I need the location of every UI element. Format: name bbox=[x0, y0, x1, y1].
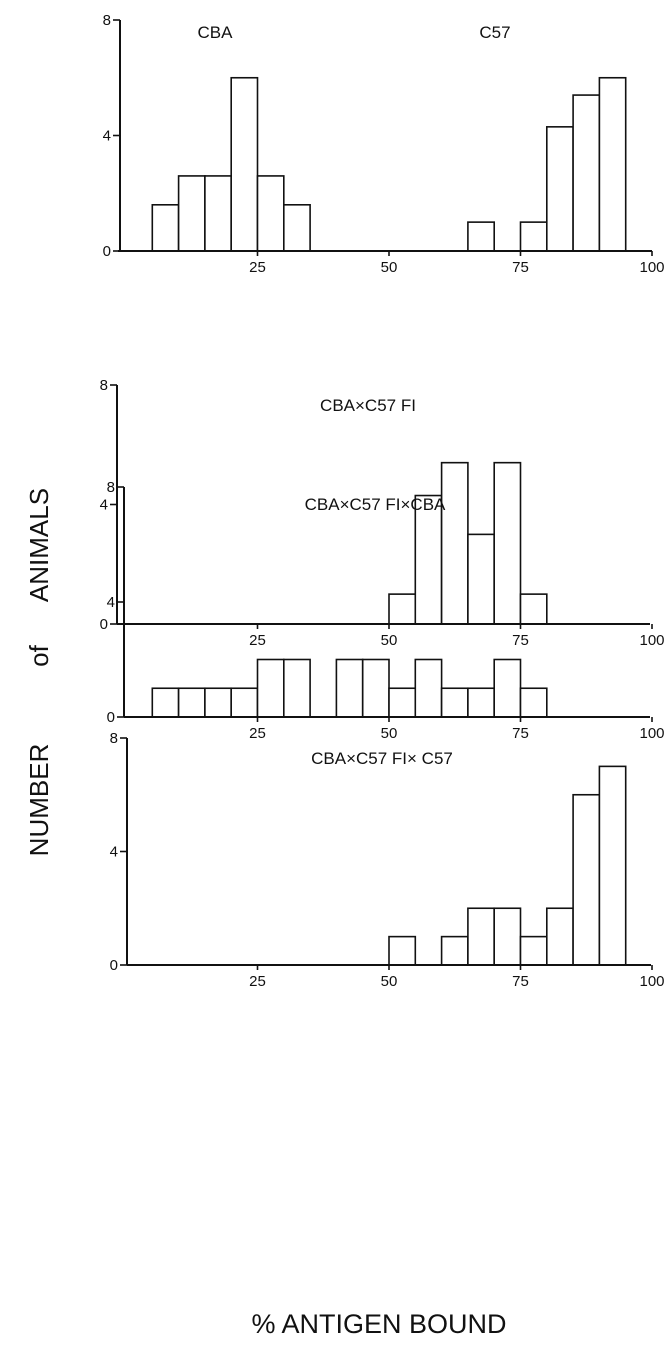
x-tick-label: 100 bbox=[639, 725, 664, 742]
y-tick-label: 4 bbox=[107, 594, 115, 611]
y-axis-label-of: of bbox=[24, 644, 54, 666]
x-tick-label: 75 bbox=[512, 973, 529, 990]
y-axis-label-animals: ANIMALS bbox=[24, 488, 54, 602]
histogram-bar bbox=[151, 687, 180, 718]
histogram-bar bbox=[519, 221, 548, 252]
x-tick-label: 50 bbox=[381, 725, 398, 742]
histogram-bar bbox=[335, 658, 364, 718]
panel-label: CBA bbox=[198, 23, 234, 42]
histogram-bar bbox=[467, 687, 495, 718]
y-tick-label: 0 bbox=[107, 709, 115, 726]
x-tick-label: 50 bbox=[381, 973, 398, 990]
panel-label: CBA×C57 FI bbox=[320, 396, 416, 415]
y-tick-label: 8 bbox=[107, 479, 115, 496]
panel-label: CBA×C57 FI×CBA bbox=[305, 495, 446, 514]
histogram-bar bbox=[388, 593, 417, 625]
histogram-bar bbox=[256, 175, 285, 252]
histogram-bar bbox=[493, 658, 522, 718]
x-tick-label: 75 bbox=[512, 632, 529, 649]
x-axis-label: % ANTIGEN BOUND bbox=[251, 1309, 506, 1339]
x-tick-label: 25 bbox=[249, 973, 266, 990]
histogram-panel-4: 0 4 8 25 50 75 100 CBA×C57 FI× C57 bbox=[110, 730, 664, 990]
y-tick-label: 8 bbox=[103, 12, 111, 29]
x-tick-label: 75 bbox=[512, 725, 529, 742]
histogram-bar bbox=[256, 658, 285, 718]
histogram-bar bbox=[572, 793, 601, 966]
x-tick-label: 100 bbox=[639, 973, 664, 990]
histogram-bar bbox=[177, 687, 206, 718]
histogram-panel-1: 0 4 8 25 50 75 100 CBA C57 bbox=[103, 12, 664, 276]
x-tick-label: 100 bbox=[639, 632, 664, 649]
histogram-bar bbox=[440, 935, 469, 966]
x-tick-label: 25 bbox=[249, 725, 266, 742]
x-tick-label: 50 bbox=[381, 632, 398, 649]
histogram-bar bbox=[414, 494, 443, 625]
histogram-panel-3: 0 4 8 25 50 75 100 CBA×C57 FI×CBA bbox=[107, 479, 664, 742]
histogram-bar bbox=[440, 687, 469, 718]
x-tick-label: 25 bbox=[249, 632, 266, 649]
x-tick-label: 75 bbox=[512, 259, 529, 276]
y-tick-label: 0 bbox=[110, 957, 118, 974]
panel-label: CBA×C57 FI× C57 bbox=[311, 749, 453, 768]
histogram-bar bbox=[388, 935, 417, 966]
y-tick-label: 0 bbox=[103, 243, 111, 260]
histogram-bar bbox=[467, 221, 495, 252]
histogram-bar bbox=[493, 461, 522, 625]
y-tick-label: 8 bbox=[100, 377, 108, 394]
panel-label: C57 bbox=[479, 23, 510, 42]
histogram-bar bbox=[440, 461, 469, 625]
y-tick-label: 8 bbox=[110, 730, 118, 747]
histogram-bar bbox=[519, 687, 548, 718]
y-tick-label: 4 bbox=[103, 128, 111, 145]
histogram-bar bbox=[204, 687, 232, 718]
histogram-bar bbox=[519, 593, 548, 625]
histogram-bar bbox=[414, 658, 443, 718]
histogram-bar bbox=[545, 126, 574, 252]
histogram-bar bbox=[230, 687, 259, 718]
x-tick-label: 100 bbox=[639, 259, 664, 276]
y-axis-label-number: NUMBER bbox=[24, 744, 54, 857]
histogram-bar bbox=[177, 175, 206, 252]
histogram-bar bbox=[598, 76, 627, 252]
histogram-bar bbox=[282, 658, 311, 718]
y-tick-label: 4 bbox=[110, 844, 118, 861]
y-tick-label: 4 bbox=[100, 497, 108, 514]
histogram-bar bbox=[151, 204, 180, 252]
x-tick-label: 25 bbox=[249, 259, 266, 276]
histogram-bar bbox=[230, 76, 259, 252]
histogram-bar bbox=[467, 533, 495, 625]
histogram-bar bbox=[545, 907, 574, 966]
histogram-bar bbox=[388, 687, 417, 718]
histogram-bar bbox=[519, 935, 548, 966]
y-tick-label: 0 bbox=[100, 616, 108, 633]
histogram-bar bbox=[204, 175, 232, 252]
histogram-bar bbox=[493, 907, 522, 966]
histogram-bar bbox=[572, 94, 601, 252]
histogram-bar bbox=[467, 907, 495, 966]
histogram-bar bbox=[598, 765, 627, 966]
histogram-bar bbox=[361, 658, 390, 718]
histogram-bar bbox=[282, 204, 311, 252]
x-tick-label: 50 bbox=[381, 259, 398, 276]
